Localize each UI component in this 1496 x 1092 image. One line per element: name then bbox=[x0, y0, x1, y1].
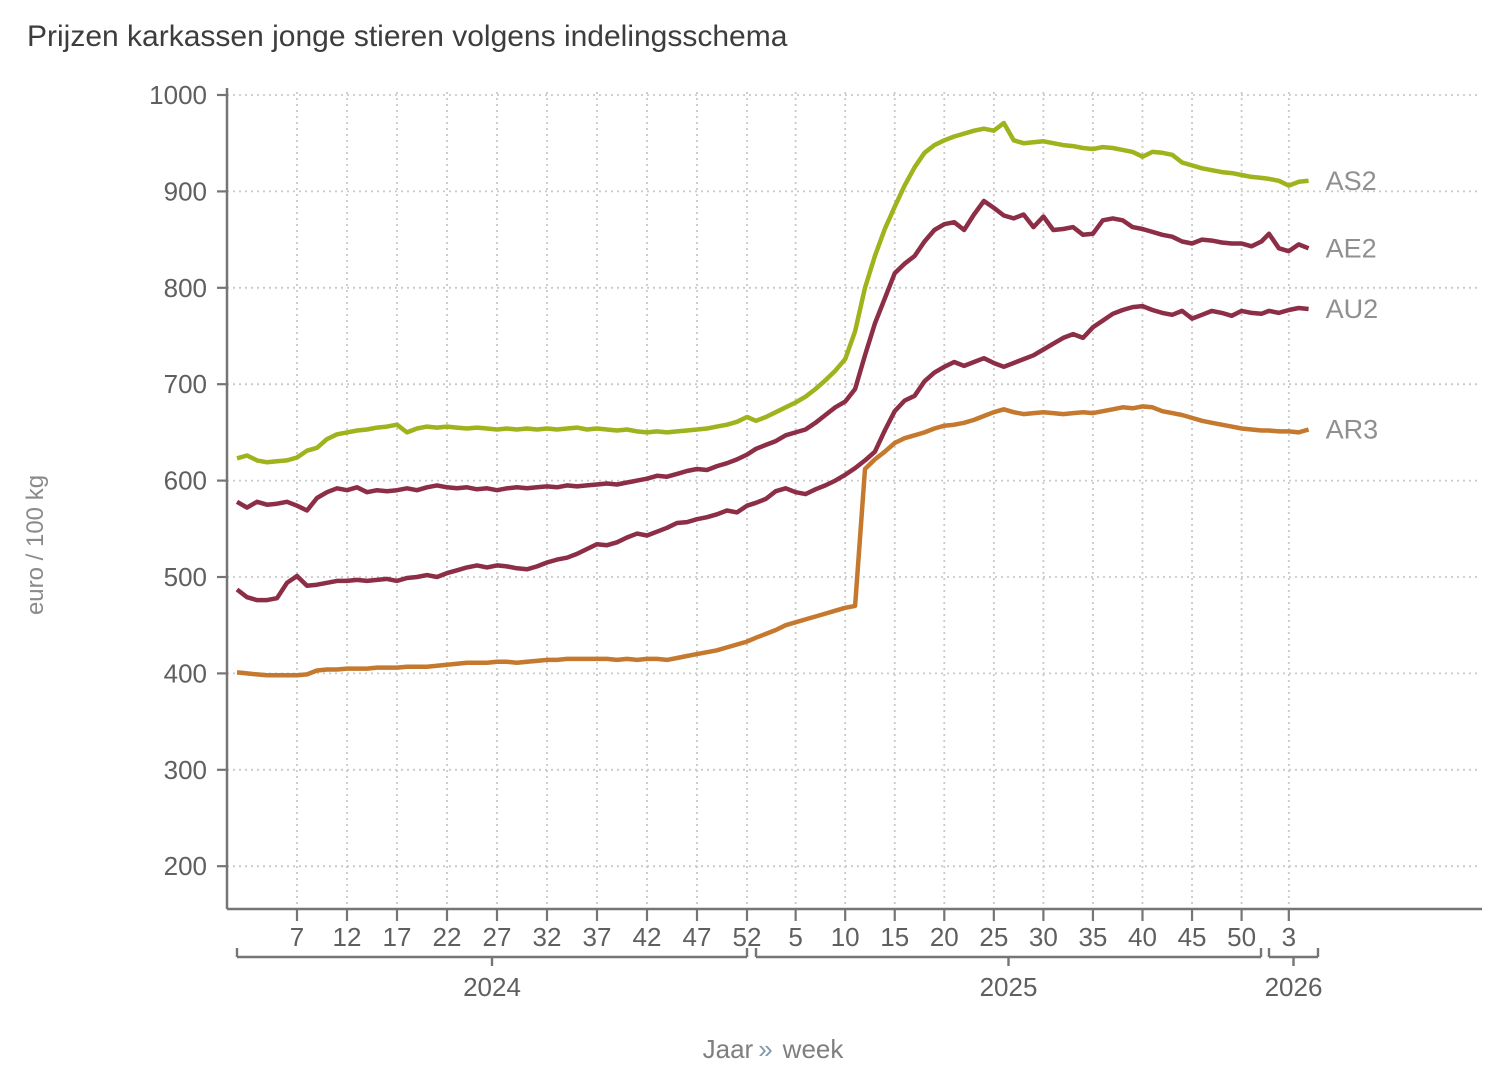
x-tick-label: 42 bbox=[633, 922, 662, 952]
x-axis-caption: Jaar» week bbox=[703, 1034, 844, 1065]
y-tick-label: 300 bbox=[164, 755, 207, 785]
year-label: 2024 bbox=[463, 972, 521, 1002]
x-tick-label: 37 bbox=[583, 922, 612, 952]
y-tick-label: 900 bbox=[164, 176, 207, 206]
x-tick-label: 7 bbox=[290, 922, 304, 952]
y-tick-label: 1000 bbox=[149, 80, 207, 110]
x-axis-caption-week: week bbox=[782, 1034, 844, 1064]
series-label-AS2: AS2 bbox=[1326, 166, 1377, 196]
series-label-AE2: AE2 bbox=[1326, 233, 1377, 263]
year-label: 2026 bbox=[1265, 972, 1323, 1002]
series-line-AU2 bbox=[235, 303, 1309, 603]
y-axis-title: euro / 100 kg bbox=[22, 474, 49, 616]
x-tick-label: 50 bbox=[1227, 922, 1256, 952]
y-tick-label: 800 bbox=[164, 273, 207, 303]
y-tick-label: 500 bbox=[164, 562, 207, 592]
x-tick-label: 40 bbox=[1128, 922, 1157, 952]
x-tick-label: 5 bbox=[788, 922, 802, 952]
year-label: 2025 bbox=[980, 972, 1038, 1002]
x-tick-label: 52 bbox=[733, 922, 762, 952]
x-tick-label: 22 bbox=[433, 922, 462, 952]
y-tick-label: 400 bbox=[164, 658, 207, 688]
x-tick-label: 35 bbox=[1078, 922, 1107, 952]
chevrons-right-icon: » bbox=[758, 1034, 773, 1064]
x-tick-label: 10 bbox=[831, 922, 860, 952]
y-tick-label: 700 bbox=[164, 369, 207, 399]
x-tick-label: 25 bbox=[979, 922, 1008, 952]
x-tick-label: 32 bbox=[533, 922, 562, 952]
series-label-AR3: AR3 bbox=[1326, 415, 1379, 445]
chart-title: Prijzen karkassen jonge stieren volgens … bbox=[27, 20, 788, 53]
x-tick-label: 47 bbox=[683, 922, 712, 952]
series-line-AE2 bbox=[235, 198, 1310, 513]
series-line-AR3 bbox=[236, 404, 1310, 678]
y-tick-label: 200 bbox=[164, 851, 207, 881]
series-label-AU2: AU2 bbox=[1326, 294, 1379, 324]
x-tick-label: 45 bbox=[1178, 922, 1207, 952]
y-tick-label: 600 bbox=[164, 466, 207, 496]
x-tick-label: 27 bbox=[483, 922, 512, 952]
series-line-AS2 bbox=[236, 120, 1309, 465]
x-tick-label: 15 bbox=[880, 922, 909, 952]
x-tick-label: 12 bbox=[333, 922, 362, 952]
x-tick-label: 3 bbox=[1282, 922, 1296, 952]
x-axis-caption-year: Jaar bbox=[702, 1034, 754, 1064]
x-tick-label: 17 bbox=[383, 922, 412, 952]
x-tick-label: 30 bbox=[1029, 922, 1058, 952]
x-tick-label: 20 bbox=[930, 922, 959, 952]
